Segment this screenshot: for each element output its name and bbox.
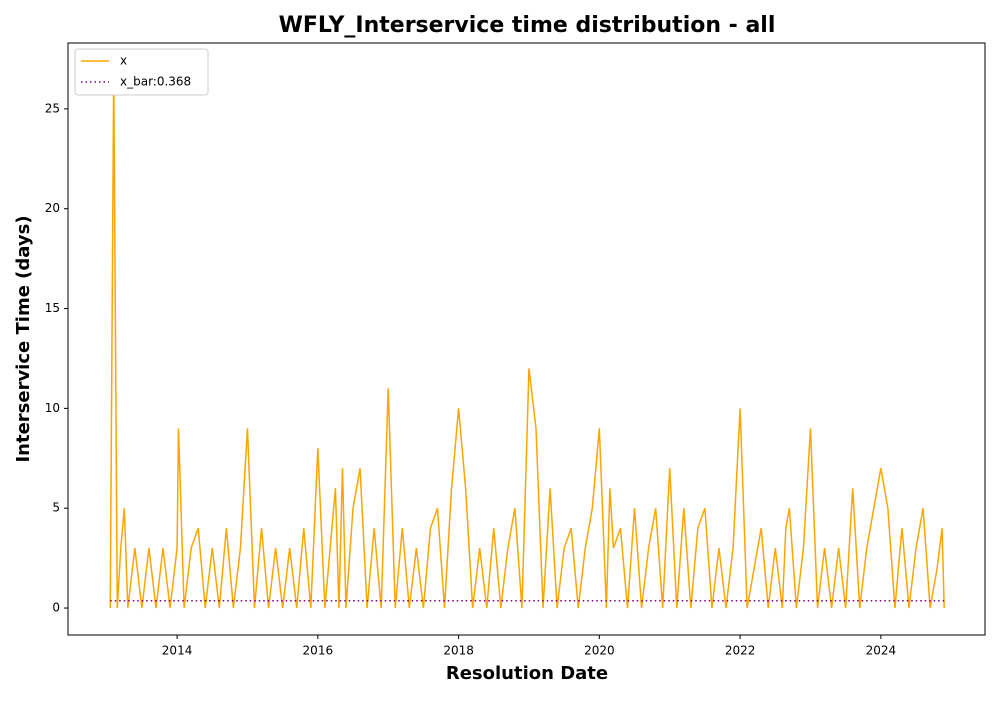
x-tick-label: 2018 [443, 644, 474, 658]
y-tick-label: 20 [45, 201, 60, 215]
y-tick-label: 10 [45, 401, 60, 415]
x-tick-label: 2022 [725, 644, 756, 658]
legend-label: x_bar:0.368 [120, 75, 191, 89]
x-tick-label: 2020 [584, 644, 615, 658]
data-line [109, 68, 945, 609]
plot-frame [67, 42, 986, 636]
chart-title: WFLY_Interservice time distribution - al… [279, 13, 776, 38]
y-tick-label: 5 [52, 501, 60, 515]
y-tick-label: 15 [45, 301, 60, 315]
y-tick-label: 25 [45, 101, 60, 115]
y-axis-label: Interservice Time (days) [13, 215, 34, 462]
y-tick-label: 0 [52, 601, 60, 615]
x-tick-label: 2024 [866, 644, 897, 658]
legend-label: x [120, 54, 127, 68]
x-tick-label: 2016 [303, 644, 334, 658]
x-tick-label: 2014 [162, 644, 193, 658]
x-axis-label: Resolution Date [446, 663, 608, 684]
